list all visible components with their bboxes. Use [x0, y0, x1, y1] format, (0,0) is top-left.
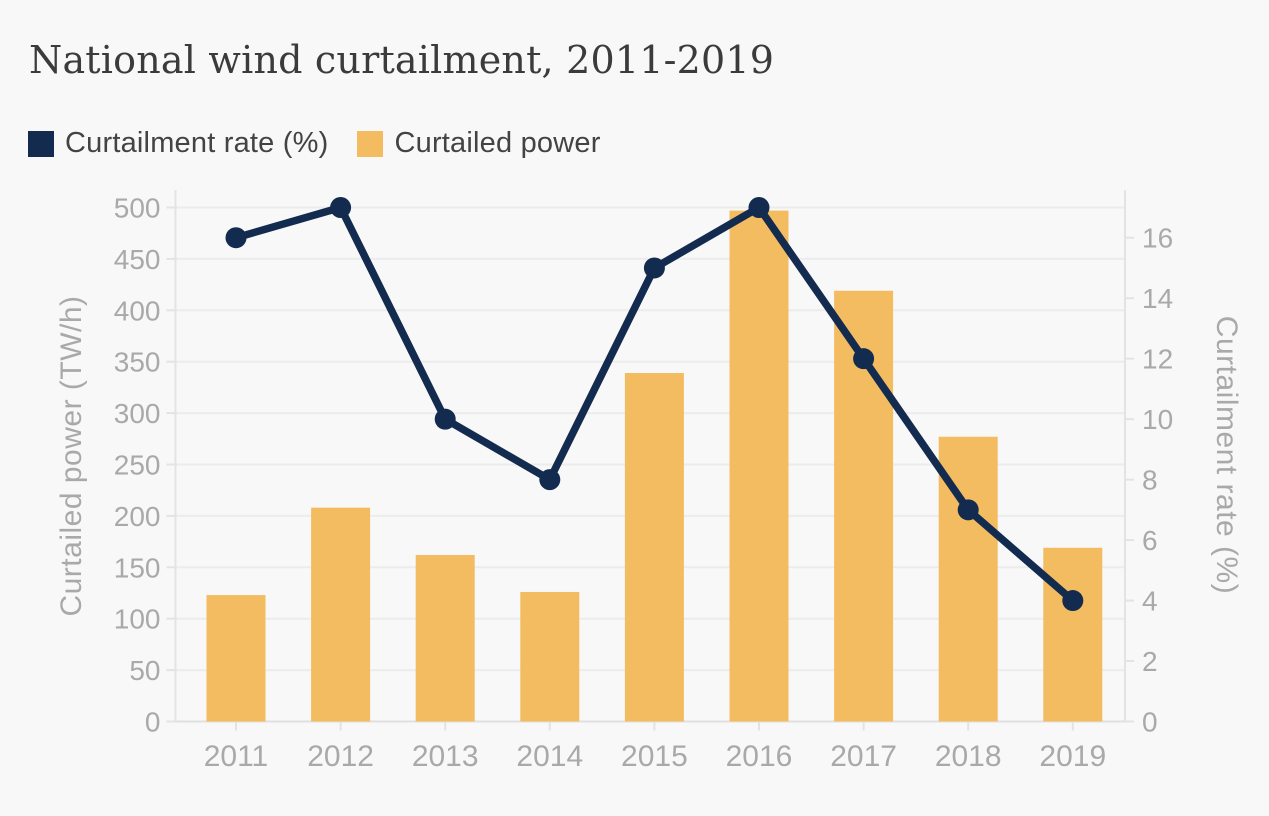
legend-label-curtailment-rate: Curtailment rate (%)	[65, 127, 329, 159]
point-2014[interactable]	[539, 469, 561, 491]
point-2012[interactable]	[330, 197, 352, 218]
bar-2019[interactable]	[1043, 547, 1103, 722]
left-tick-label-200: 200	[114, 501, 161, 532]
right-tick-label-2: 2	[1142, 646, 1158, 677]
x-tick-label-2018: 2018	[935, 740, 1002, 773]
legend-swatch-rate-icon	[28, 130, 54, 157]
point-2019[interactable]	[1062, 590, 1084, 612]
left-tick-label-0: 0	[145, 707, 161, 738]
point-2016[interactable]	[748, 197, 770, 218]
point-2013[interactable]	[434, 408, 456, 430]
left-tick-label-300: 300	[114, 398, 161, 429]
x-tick-label-2011: 2011	[204, 740, 269, 773]
right-tick-label-8: 8	[1142, 465, 1158, 496]
right-tick-label-0: 0	[1142, 707, 1158, 738]
bar-2013[interactable]	[415, 554, 475, 722]
right-tick-label-14: 14	[1142, 283, 1173, 314]
right-tick-label-12: 12	[1142, 344, 1173, 375]
x-tick-label-2015: 2015	[621, 740, 688, 773]
point-2018[interactable]	[957, 499, 979, 521]
bar-2016[interactable]	[729, 210, 789, 722]
bar-2015[interactable]	[624, 373, 684, 722]
chart-title: National wind curtailment, 2011-2019	[29, 38, 775, 82]
x-tick-label-2016: 2016	[726, 740, 793, 773]
right-tick-label-4: 4	[1142, 586, 1158, 617]
point-2017[interactable]	[853, 348, 875, 370]
legend-item-curtailed-power[interactable]: Curtailed power	[357, 127, 600, 160]
legend-label-curtailed-power: Curtailed power	[394, 127, 601, 159]
left-tick-label-450: 450	[114, 244, 161, 275]
x-tick-label-2012: 2012	[307, 740, 374, 773]
bar-2014[interactable]	[520, 591, 580, 722]
point-2015[interactable]	[643, 257, 665, 279]
left-tick-label-350: 350	[114, 347, 161, 378]
right-tick-label-6: 6	[1142, 525, 1158, 556]
left-tick-label-500: 500	[114, 193, 161, 224]
bar-2011[interactable]	[206, 595, 266, 722]
right-tick-label-10: 10	[1142, 404, 1173, 435]
point-2011[interactable]	[225, 227, 247, 249]
x-tick-label-2014: 2014	[516, 740, 583, 773]
legend-swatch-power-icon	[357, 130, 384, 157]
left-tick-label-250: 250	[114, 450, 161, 481]
left-tick-label-150: 150	[114, 552, 161, 583]
right-tick-label-16: 16	[1142, 223, 1173, 254]
left-tick-label-400: 400	[114, 295, 161, 326]
x-tick-label-2019: 2019	[1039, 740, 1106, 773]
left-tick-label-100: 100	[114, 604, 161, 635]
left-tick-label-50: 50	[129, 655, 160, 686]
legend-item-curtailment-rate[interactable]: Curtailment rate (%)	[28, 127, 328, 160]
bar-2012[interactable]	[311, 507, 371, 722]
x-tick-label-2013: 2013	[412, 740, 479, 773]
x-tick-label-2017: 2017	[830, 740, 897, 773]
chart-legend: Curtailment rate (%) Curtailed power	[28, 127, 601, 160]
